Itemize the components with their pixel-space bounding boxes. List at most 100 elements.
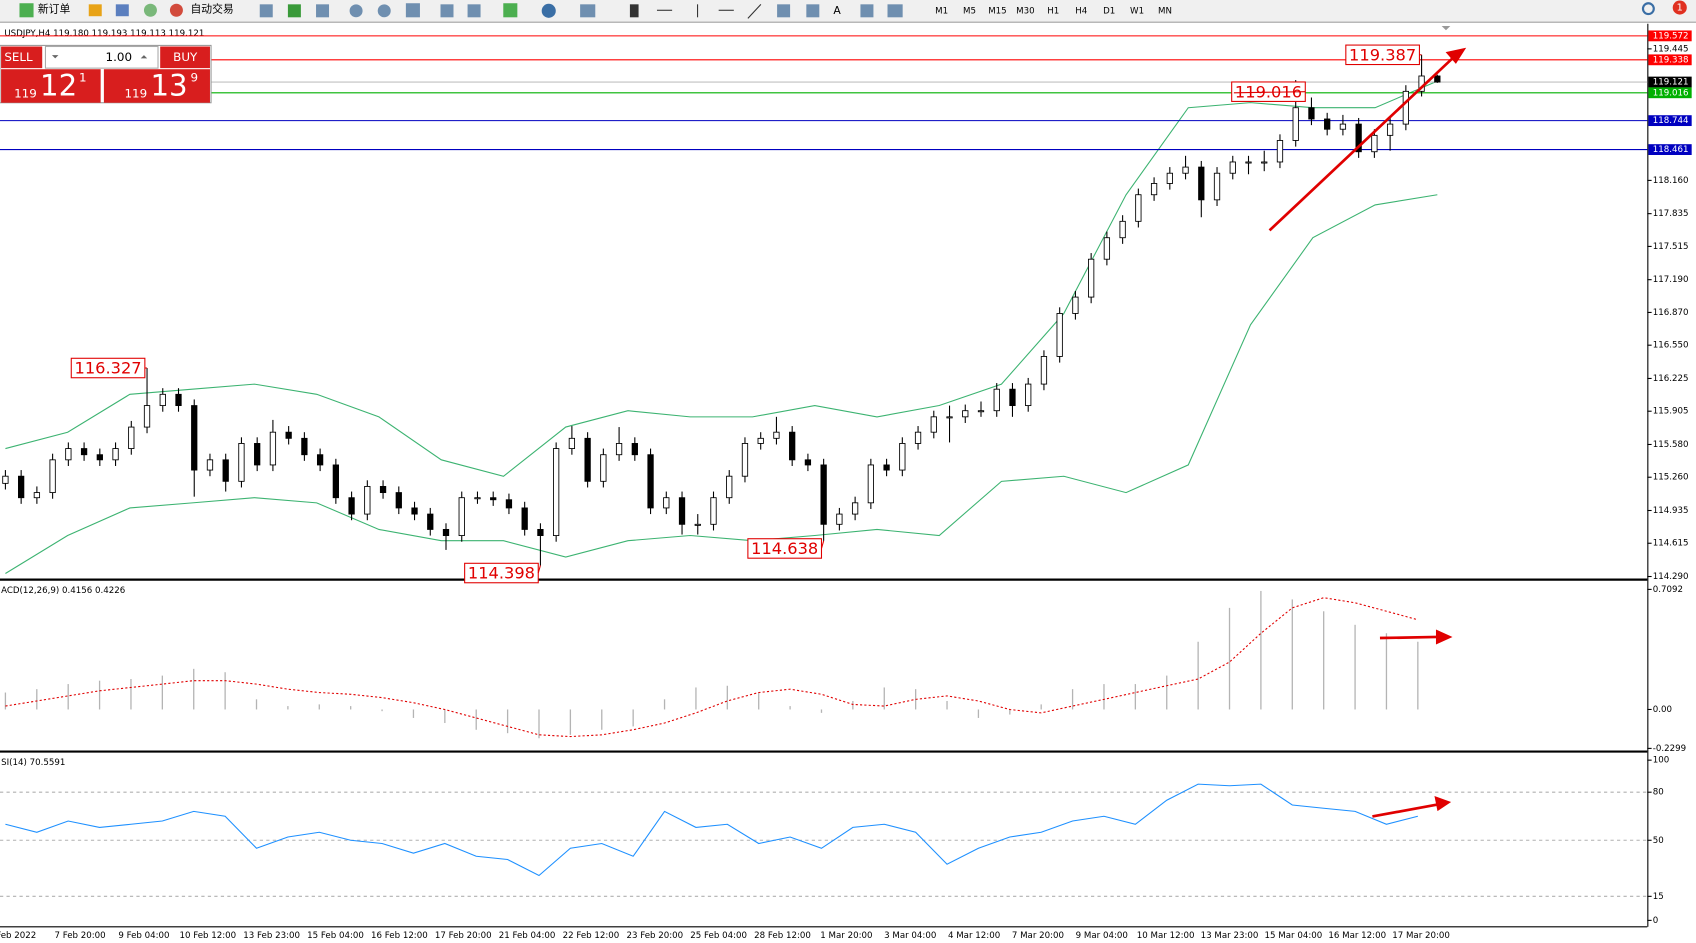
icon[interactable] <box>806 4 820 18</box>
icon[interactable] <box>467 4 481 18</box>
price-level-tag <box>1648 76 1692 88</box>
icon[interactable] <box>860 4 874 18</box>
x-tick-label: 16 Mar 12:00 <box>1328 931 1386 941</box>
arrow <box>1268 56 1455 232</box>
timeframe-button[interactable]: D1 <box>1103 6 1115 16</box>
new-order-button[interactable]: 新订单 <box>38 2 71 16</box>
icon[interactable] <box>747 3 762 19</box>
price-level-tag <box>1648 54 1692 66</box>
macd-bar <box>475 709 477 730</box>
icon[interactable] <box>349 4 363 18</box>
icon[interactable] <box>115 4 129 17</box>
x-tick-label: 15 Mar 04:00 <box>1265 931 1323 941</box>
lots-up[interactable] <box>140 55 148 59</box>
macd-bar <box>1040 704 1042 710</box>
candle-body <box>1308 107 1315 120</box>
price-level-label: 118.461 <box>1653 145 1689 155</box>
price-level-tag <box>1648 115 1692 127</box>
icon[interactable] <box>440 4 454 18</box>
macd-bar <box>1354 624 1356 710</box>
icon[interactable] <box>718 9 734 11</box>
y-tick-label: 117.835 <box>1653 209 1689 219</box>
icon[interactable] <box>377 4 391 18</box>
auto-trading-icon[interactable] <box>169 3 183 17</box>
x-tick-label: 17 Mar 20:00 <box>1392 931 1450 941</box>
candle-body <box>411 507 418 515</box>
buy-label[interactable]: BUY <box>173 50 198 64</box>
icon[interactable] <box>405 3 420 18</box>
search-icon[interactable] <box>1641 2 1655 16</box>
sell-price-big: 119 <box>14 87 37 101</box>
price-level-tag <box>1648 87 1692 99</box>
y-tick-label: 116.550 <box>1653 341 1689 351</box>
y-tick-label: 117.515 <box>1653 242 1689 252</box>
macd-bar <box>1260 590 1262 710</box>
candle-body <box>1261 161 1268 164</box>
x-tick-label: 10 Feb 12:00 <box>179 931 236 941</box>
x-tick-label: 1 Mar 20:00 <box>820 931 872 941</box>
sell-label[interactable]: SELL <box>4 50 33 64</box>
icon[interactable] <box>503 3 518 18</box>
x-tick-label: 9 Feb 04:00 <box>118 931 169 941</box>
candle-body <box>977 410 985 413</box>
icon[interactable] <box>580 4 596 18</box>
icon[interactable] <box>777 4 791 18</box>
buy-button[interactable] <box>160 46 210 69</box>
candle-body <box>553 448 560 537</box>
sell-price-box[interactable] <box>1 69 101 103</box>
buy-price-small: 9 <box>190 70 198 84</box>
icon[interactable] <box>143 3 157 17</box>
sell-price-small: 1 <box>79 70 87 84</box>
toolbar <box>0 0 1696 22</box>
indicator-label: SI(14) 70.5591 <box>1 758 65 768</box>
price-level-label: 119.016 <box>1653 88 1689 98</box>
annotation: 114.398 <box>468 564 535 583</box>
candle-body <box>1245 161 1252 164</box>
timeframe-button[interactable]: M30 <box>1016 6 1034 16</box>
icon[interactable] <box>541 3 556 18</box>
arrowhead <box>1435 629 1453 645</box>
timeframe-button[interactable]: H1 <box>1047 6 1059 16</box>
icon[interactable] <box>887 4 903 18</box>
new-order-icon[interactable] <box>19 3 34 18</box>
timeframe-button[interactable]: M5 <box>963 6 976 16</box>
lots-input[interactable] <box>44 45 159 69</box>
icon[interactable] <box>287 4 301 18</box>
timeframe-button[interactable]: W1 <box>1130 6 1144 16</box>
lots-value[interactable]: 1.00 <box>106 50 132 64</box>
candle-body <box>490 497 497 501</box>
sell-button[interactable] <box>1 46 43 69</box>
macd-bar <box>36 689 38 710</box>
candle-body <box>1371 134 1378 153</box>
notification-badge[interactable] <box>1672 0 1687 15</box>
timeframe-bar: M1 M5 M15 M30 H1 H4 D1 W1 MN <box>935 6 1172 16</box>
candle-body <box>222 459 229 482</box>
price-level-tag <box>1648 30 1692 42</box>
timeframe-button[interactable]: M15 <box>988 6 1006 16</box>
y-tick-label: 115.580 <box>1653 440 1689 450</box>
auto-trading-button[interactable]: 自动交易 <box>190 2 233 16</box>
icon[interactable] <box>697 4 699 18</box>
icon[interactable] <box>88 4 102 17</box>
timeframe-button[interactable]: MN <box>1158 6 1172 16</box>
icon[interactable]: A <box>833 4 841 17</box>
candle-body <box>1150 183 1158 196</box>
icon[interactable] <box>629 4 639 18</box>
candle-body <box>159 393 166 407</box>
candle-body <box>1339 123 1347 130</box>
x-tick-label: 4 Mar 12:00 <box>948 931 1000 941</box>
lots-down[interactable] <box>51 55 59 59</box>
candle-body <box>946 416 953 419</box>
x-tick-label: 10 Mar 12:00 <box>1137 931 1195 941</box>
icon[interactable] <box>316 4 330 18</box>
icon[interactable] <box>656 9 673 11</box>
x-tick-label: Feb 2022 <box>0 931 36 941</box>
macd-bar <box>726 685 728 710</box>
timeframe-button[interactable]: M1 <box>935 6 948 16</box>
icon[interactable] <box>259 4 273 18</box>
buy-price-box[interactable] <box>103 69 210 103</box>
timeframe-button[interactable]: H4 <box>1075 6 1088 16</box>
candle-body <box>206 459 214 471</box>
macd-bar <box>1071 689 1074 710</box>
macd-bar <box>663 699 666 710</box>
